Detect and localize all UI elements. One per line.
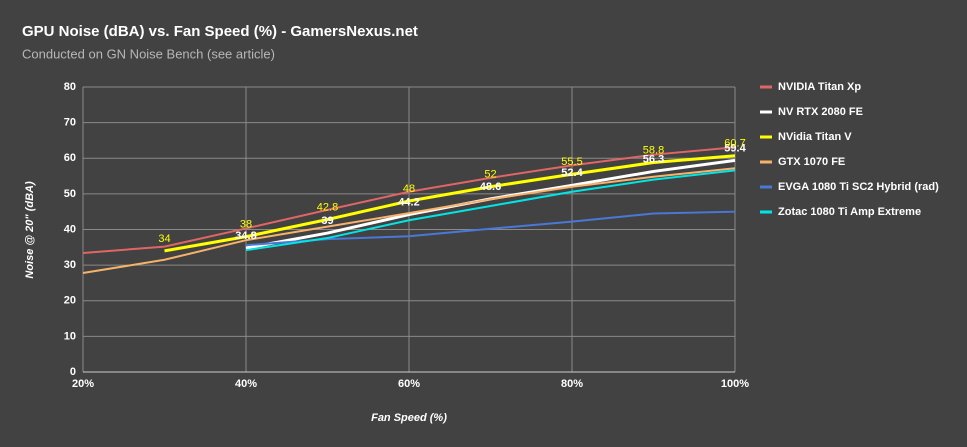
legend-label: NVidia Titan V	[778, 131, 852, 143]
x-tick-label: 100%	[721, 378, 749, 390]
series-line	[245, 210, 736, 247]
data-label: 39	[321, 215, 333, 227]
data-label: 60.7	[724, 138, 745, 150]
y-tick-label: 20	[64, 295, 76, 307]
y-tick-label: 60	[64, 152, 76, 164]
chart-title: GPU Noise (dBA) vs. Fan Speed (%) - Game…	[22, 23, 418, 40]
data-label: 55.5	[561, 156, 582, 168]
y-tick-label: 10	[64, 330, 76, 342]
chart-subtitle: Conducted on GN Noise Bench (see article…	[22, 46, 275, 61]
data-label: 48	[403, 183, 415, 195]
series-line	[164, 154, 736, 253]
data-label: 42.8	[317, 201, 338, 213]
x-tick-label: 80%	[561, 378, 583, 390]
data-label: 34	[158, 233, 170, 245]
data-label: 44.2	[398, 196, 419, 208]
legend-label: EVGA 1080 Ti SC2 Hybrid (rad)	[778, 181, 939, 193]
data-label: 48.6	[480, 181, 501, 193]
data-label: 56.3	[643, 153, 664, 165]
y-tick-label: 0	[70, 366, 76, 378]
series-line	[245, 169, 736, 252]
y-tick-label: 70	[64, 117, 76, 129]
data-label: 34.8	[235, 230, 256, 242]
legend-label: GTX 1070 FE	[778, 156, 845, 168]
data-label: 52	[484, 169, 496, 181]
series-line	[82, 146, 736, 255]
series-line	[82, 167, 736, 274]
data-label: 52.4	[561, 167, 583, 179]
y-axis-title: Noise @ 20" (dBA)	[24, 181, 36, 279]
y-tick-label: 50	[64, 188, 76, 200]
data-label: 38	[240, 219, 252, 231]
x-tick-label: 40%	[235, 378, 257, 390]
data-label: 59.4	[724, 142, 746, 154]
y-tick-label: 40	[64, 223, 76, 235]
legend-label: Zotac 1080 Ti Amp Extreme	[778, 206, 921, 218]
data-label: 58.8	[643, 144, 664, 156]
legend-label: NVIDIA Titan Xp	[778, 81, 861, 93]
x-axis-title: Fan Speed (%)	[371, 412, 447, 424]
legend-label: NV RTX 2080 FE	[778, 106, 863, 118]
y-tick-label: 30	[64, 259, 76, 271]
x-tick-label: 60%	[398, 378, 420, 390]
y-tick-label: 80	[64, 81, 76, 93]
x-tick-label: 20%	[72, 378, 94, 390]
